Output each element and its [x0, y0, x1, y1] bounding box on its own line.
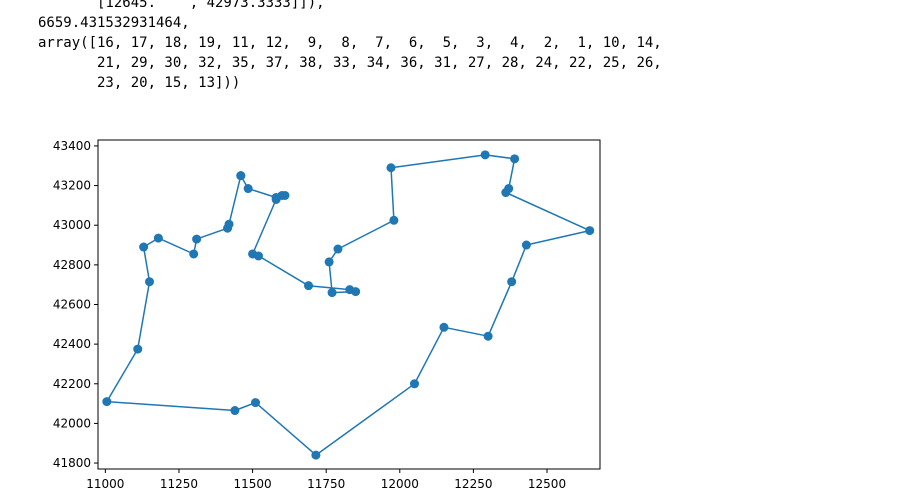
- data-point: [145, 277, 155, 287]
- y-tick-label: 41800: [53, 456, 91, 470]
- data-point: [102, 397, 112, 407]
- data-point: [153, 233, 163, 243]
- data-point: [410, 379, 420, 389]
- data-point: [133, 344, 143, 354]
- data-point: [333, 244, 343, 254]
- y-tick-label: 42800: [53, 258, 91, 272]
- data-point: [386, 163, 396, 173]
- data-point: [389, 215, 399, 225]
- data-point: [280, 190, 290, 200]
- data-point: [510, 154, 520, 164]
- series-group: [102, 150, 595, 460]
- data-point: [501, 188, 511, 198]
- data-point: [139, 242, 149, 252]
- x-tick-label: 11000: [86, 477, 124, 491]
- data-point: [192, 234, 202, 244]
- x-tick-label: 12000: [381, 477, 419, 491]
- data-point: [236, 171, 246, 181]
- data-point: [224, 219, 234, 229]
- output-line: 6659.431532931464,: [38, 15, 190, 31]
- data-point: [327, 288, 337, 298]
- data-point: [311, 450, 321, 460]
- data-point: [483, 331, 493, 341]
- series-line: [106, 154, 591, 456]
- y-tick-label: 43400: [53, 139, 91, 153]
- data-point: [521, 240, 531, 250]
- plot-frame: [97, 139, 601, 470]
- data-point: [439, 322, 449, 332]
- x-tick-label: 12250: [454, 477, 492, 491]
- console-output: [12645. , 42973.3333]]), 6659.43153293146…: [38, 0, 662, 93]
- data-point: [304, 281, 314, 291]
- data-point: [253, 251, 263, 261]
- y-tick-label: 42600: [53, 298, 91, 312]
- x-tick-label: 11250: [160, 477, 198, 491]
- data-point: [585, 226, 595, 236]
- output-line: [12645. , 42973.3333]]),: [38, 0, 325, 11]
- x-tick-label: 11750: [307, 477, 345, 491]
- y-tick-label: 42200: [53, 377, 91, 391]
- output-line: 21, 29, 30, 32, 35, 37, 38, 33, 34, 36, …: [38, 55, 662, 71]
- data-point: [230, 406, 240, 416]
- data-point: [507, 277, 517, 287]
- y-tick-label: 43000: [53, 218, 91, 232]
- data-point: [251, 398, 261, 408]
- y-tick-label: 43200: [53, 179, 91, 193]
- y-tick-label: 42000: [53, 416, 91, 430]
- y-tick-label: 42400: [53, 337, 91, 351]
- x-tick-label: 11500: [233, 477, 271, 491]
- data-point: [243, 184, 253, 194]
- data-point: [480, 150, 490, 160]
- output-line: 23, 20, 15, 13])): [38, 75, 241, 91]
- data-point: [324, 257, 334, 267]
- x-tick-label: 12500: [528, 477, 566, 491]
- axes-group: 11000 11250 11500 11750 12000 12250 12500 41800…: [53, 139, 601, 491]
- data-point: [189, 249, 199, 259]
- data-point: [351, 287, 361, 297]
- output-line: array([16, 17, 18, 19, 11, 12, 9, 8, 7, …: [38, 35, 662, 51]
- data-point: [271, 194, 281, 204]
